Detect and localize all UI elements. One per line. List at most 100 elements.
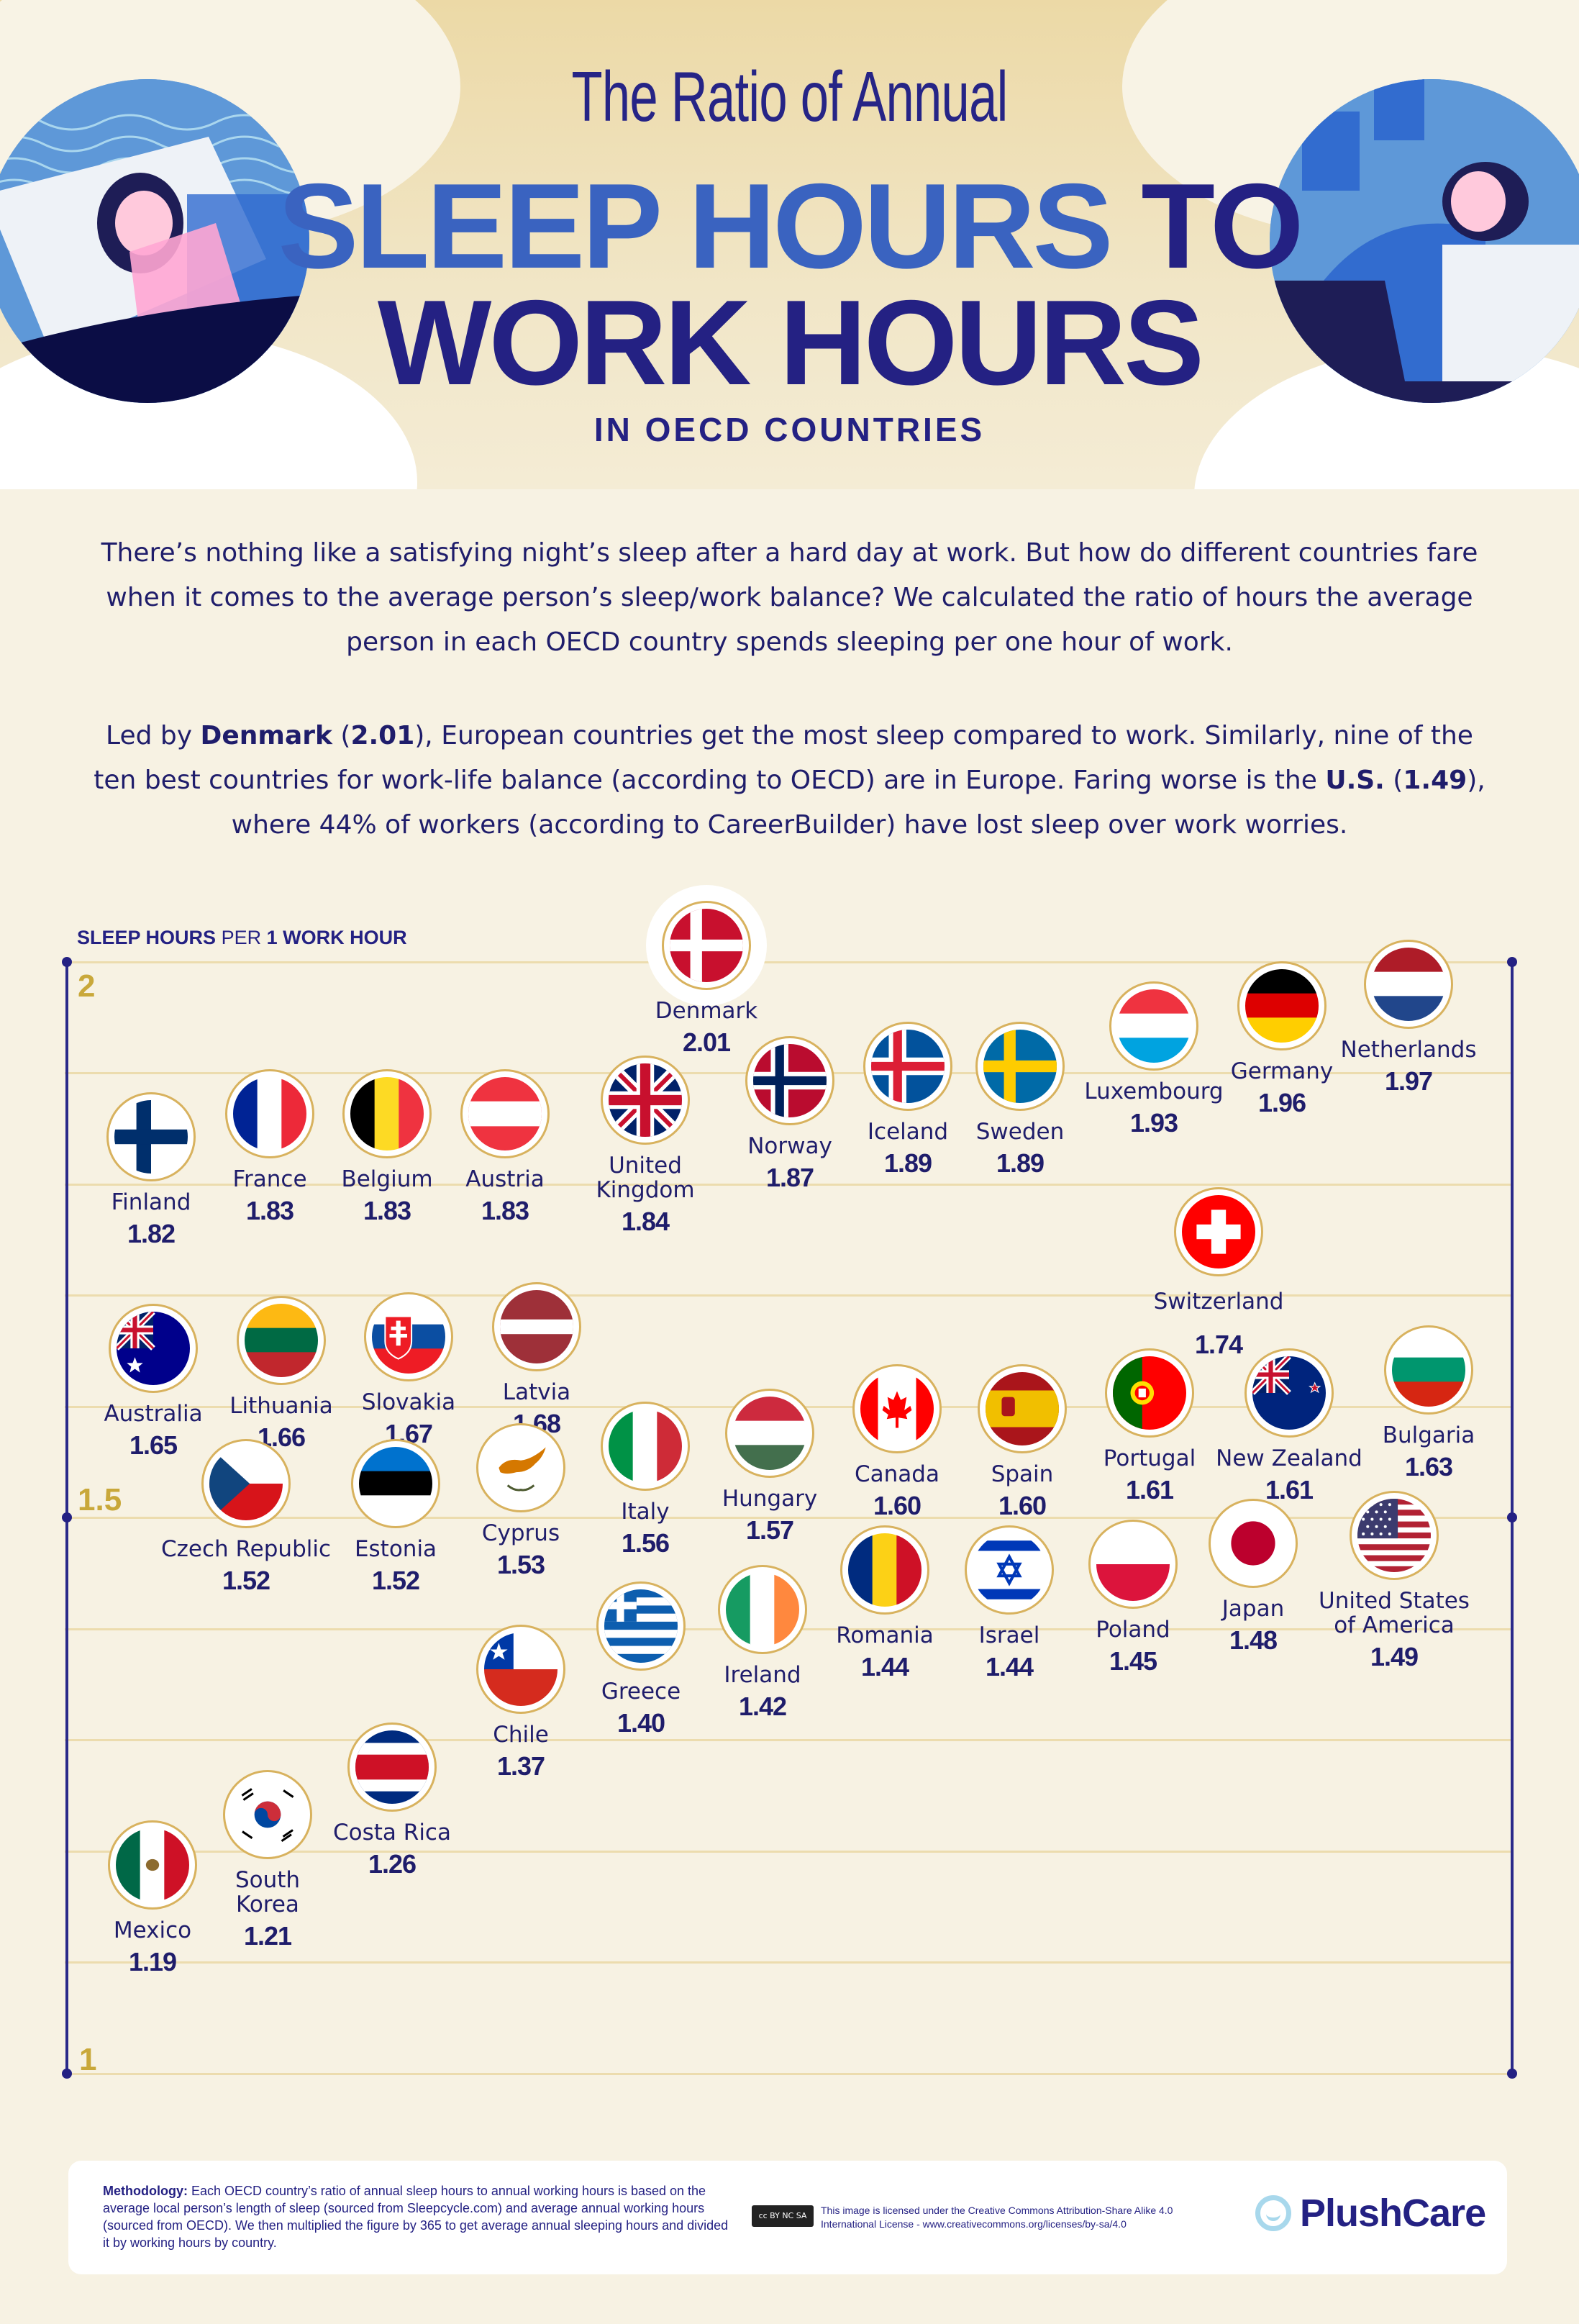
y-tick-2: 2 — [78, 968, 96, 1004]
flag-ring — [1384, 1325, 1473, 1415]
country-costa-rica: Costa Rica 1.26 — [306, 1722, 478, 1879]
country-australia: Australia 1.65 — [67, 1304, 240, 1461]
country-name: Finland — [111, 1189, 191, 1215]
country-name: Ireland — [724, 1662, 801, 1688]
intro-text: ( — [332, 721, 351, 750]
country-name: Denmark — [655, 998, 758, 1024]
country-name: Mexico — [113, 1917, 192, 1943]
chile-flag-icon — [484, 1633, 558, 1706]
japan-flag-icon — [1216, 1507, 1290, 1580]
netherlands-flag-icon — [1372, 948, 1445, 1021]
country-germany: Germany 1.96 — [1196, 961, 1368, 1118]
title-work-hours: WORK HOURS — [377, 275, 1204, 410]
axis-title-bold: SLEEP HOURS — [77, 927, 217, 948]
country-name: Romania — [836, 1622, 934, 1648]
flag-ring — [1209, 1499, 1298, 1588]
belgium-flag-icon — [350, 1077, 424, 1150]
country-name: Greece — [601, 1679, 681, 1705]
switzerland-flag-icon — [1182, 1195, 1255, 1268]
gridline — [65, 2073, 1511, 2075]
country-value: 1.49 — [1370, 1642, 1419, 1671]
license-text: This image is licensed under the Creativ… — [821, 2205, 1173, 2230]
country-value: 1.83 — [245, 1196, 294, 1225]
country-value: 2.01 — [682, 1027, 731, 1057]
country-sweden: Sweden 1.89 — [934, 1022, 1106, 1179]
latvia-flag-icon — [500, 1290, 573, 1363]
flag-ring — [978, 1364, 1067, 1453]
flag-ring — [863, 1022, 952, 1111]
flag-ring — [1364, 940, 1453, 1029]
intro-text: ( — [1384, 766, 1403, 795]
gridline — [65, 1739, 1511, 1741]
country-value: 1.89 — [883, 1148, 932, 1178]
flag-ring — [601, 1056, 690, 1145]
united-states-flag-icon — [1357, 1499, 1431, 1572]
flag-ring — [1174, 1187, 1263, 1276]
country-name: United Kingdom — [596, 1153, 695, 1203]
country-name: Iceland — [867, 1119, 949, 1145]
subtitle: IN OECD COUNTRIES — [593, 411, 986, 448]
gridline — [65, 1851, 1511, 1853]
country-name: Estonia — [354, 1536, 437, 1562]
plushcare-smile-icon — [1255, 2195, 1291, 2231]
australia-flag-icon — [117, 1312, 190, 1385]
poland-flag-icon — [1096, 1528, 1170, 1601]
denmark-flag-icon — [670, 909, 743, 982]
country-name: Italy — [621, 1499, 670, 1525]
cyprus-flag-icon — [484, 1431, 558, 1504]
country-united-states: United States of America 1.49 — [1308, 1491, 1480, 1672]
country-value: 1.56 — [621, 1528, 670, 1558]
greece-flag-icon — [604, 1589, 678, 1663]
country-value: 1.44 — [860, 1652, 909, 1681]
slovakia-flag-icon — [372, 1300, 445, 1374]
gridline — [65, 1184, 1511, 1186]
country-name: Australia — [104, 1401, 203, 1427]
country-denmark: Denmark 2.01 — [620, 901, 793, 1058]
title-line-3: WORK HOURS — [0, 282, 1579, 403]
country-japan: Japan 1.48 — [1167, 1499, 1339, 1656]
country-latvia: Latvia 1.68 — [450, 1282, 623, 1439]
country-name: Slovakia — [361, 1389, 456, 1415]
flag-ring — [1350, 1491, 1439, 1580]
intro-highlight-denmark: Denmark — [200, 721, 332, 750]
sweden-flag-icon — [983, 1030, 1057, 1103]
country-italy: Italy 1.56 — [559, 1402, 732, 1558]
flag-ring — [225, 1069, 314, 1158]
title-line-1: The Ratio of Annual — [571, 57, 1008, 136]
bulgaria-flag-icon — [1392, 1333, 1465, 1407]
axis-dot — [1507, 2069, 1517, 2079]
country-czech-republic: Czech Republic 1.52 — [160, 1439, 332, 1596]
country-canada: Canada 1.60 — [811, 1364, 983, 1521]
creative-commons-icon: cc BY NC SA — [752, 2205, 814, 2227]
flag-ring — [840, 1525, 929, 1615]
country-name: Netherlands — [1340, 1037, 1477, 1063]
country-name: Luxembourg — [1084, 1079, 1224, 1104]
country-value: 1.65 — [129, 1430, 178, 1460]
country-greece: Greece 1.40 — [555, 1581, 727, 1738]
country-name: South Korea — [235, 1867, 301, 1917]
axis-dot — [62, 957, 72, 967]
canada-flag-icon — [860, 1372, 934, 1445]
flag-ring — [492, 1282, 581, 1371]
intro-highlight-us: U.S. — [1325, 766, 1385, 795]
flag-ring — [725, 1389, 814, 1478]
country-name: Canada — [855, 1461, 939, 1487]
mexico-flag-icon — [116, 1828, 189, 1902]
country-name: Lithuania — [229, 1393, 333, 1419]
axis-dot — [1507, 957, 1517, 967]
country-value: 1.52 — [371, 1566, 420, 1595]
country-bulgaria: Bulgaria 1.63 — [1342, 1325, 1515, 1482]
intro-paragraph-2: Led by Denmark (2.01), European countrie… — [86, 714, 1493, 848]
czech-republic-flag-icon — [209, 1447, 283, 1520]
flag-ring — [745, 1036, 834, 1125]
new-zealand-flag-icon — [1252, 1356, 1326, 1430]
intro-text: Led by — [106, 721, 201, 750]
country-value: 1.60 — [998, 1491, 1047, 1520]
country-value: 1.63 — [1404, 1452, 1453, 1481]
flag-ring — [342, 1069, 432, 1158]
finland-flag-icon — [114, 1100, 188, 1174]
country-value: 1.37 — [496, 1751, 545, 1781]
estonia-flag-icon — [359, 1447, 432, 1520]
flag-ring — [351, 1439, 440, 1528]
country-value: 1.19 — [128, 1947, 177, 1976]
